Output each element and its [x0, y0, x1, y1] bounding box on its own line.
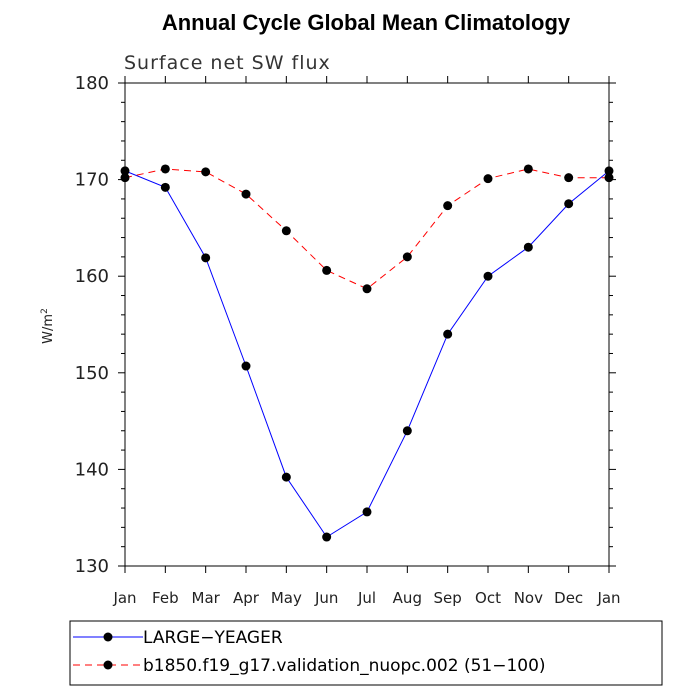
series-0-point — [201, 253, 211, 263]
series-1-point — [483, 174, 493, 184]
series-0-point — [604, 166, 614, 176]
legend-box — [69, 620, 663, 686]
x-tick-label: Sep — [434, 589, 462, 607]
chart-subtitle: Surface net SW flux — [124, 52, 331, 74]
series-0-point — [564, 199, 574, 209]
x-tick-label: Nov — [514, 589, 543, 607]
y-tick-label: 150 — [75, 363, 109, 384]
legend-label-large-yeager: LARGE−YEAGER — [143, 628, 283, 648]
series-1-point — [523, 164, 533, 174]
chart-title: Annual Cycle Global Mean Climatology — [162, 10, 571, 35]
x-tick-label: Apr — [233, 589, 260, 607]
x-tick-label: Dec — [554, 589, 583, 607]
series-1-point — [402, 252, 412, 262]
legend-marker-large-yeager — [103, 632, 113, 642]
x-axis: Jan Feb Mar Apr May Jun Jul Aug Sep Oct Nov Dec Jan — [112, 76, 621, 607]
y-axis-label: W/m2 — [40, 308, 56, 344]
series-0-point — [322, 532, 332, 542]
x-tick-label: Jun — [314, 589, 338, 607]
series-0-point — [483, 271, 493, 281]
y-tick-label: 160 — [75, 266, 109, 287]
series-0-point — [120, 166, 130, 176]
series-0-point — [281, 472, 291, 482]
series-1-point — [241, 189, 251, 199]
series-1-point — [201, 167, 211, 177]
legend-label-b1850: b1850.f19_g17.validation_nuopc.002 (51−1… — [143, 656, 546, 676]
x-tick-label: Jul — [357, 589, 376, 607]
series-0-point — [402, 426, 412, 436]
x-tick-label: Mar — [192, 589, 221, 607]
y-tick-label: 180 — [75, 73, 109, 94]
series-1-point — [322, 265, 332, 275]
series-0-point — [443, 329, 453, 339]
y-tick-label: 130 — [75, 556, 109, 577]
x-tick-label: Jan — [596, 589, 620, 607]
series-line-0 — [124, 170, 610, 538]
series-1-point — [362, 284, 372, 294]
x-tick-label: Oct — [475, 589, 501, 607]
x-tick-label: Jan — [112, 589, 136, 607]
series-1-point — [564, 173, 574, 183]
series-1-point — [604, 173, 614, 183]
x-tick-label: Aug — [393, 589, 422, 607]
series-1-point — [281, 226, 291, 236]
legend-marker-b1850 — [103, 660, 113, 670]
series-0-point — [362, 507, 372, 517]
plot-frame — [124, 82, 610, 567]
series-line-1 — [124, 168, 609, 290]
y-tick-label: 170 — [75, 170, 109, 191]
x-tick-label: Feb — [152, 589, 179, 607]
series-1-point — [120, 173, 130, 183]
y-axis-label-text: W/m — [41, 314, 56, 344]
series-layer — [120, 164, 614, 542]
series-1-point — [443, 201, 453, 211]
series-0-point — [241, 361, 251, 371]
y-tick-label: 140 — [75, 459, 109, 480]
y-axis: 130 140 150 160 170 180 — [75, 73, 616, 577]
series-1-point — [160, 164, 170, 174]
x-tick-label: May — [271, 589, 302, 607]
y-axis-label-superscript: 2 — [40, 308, 50, 314]
legend: LARGE−YEAGER b1850.f19_g17.validation_nu… — [73, 628, 546, 676]
series-0-point — [160, 182, 170, 192]
series-0-point — [523, 242, 533, 252]
